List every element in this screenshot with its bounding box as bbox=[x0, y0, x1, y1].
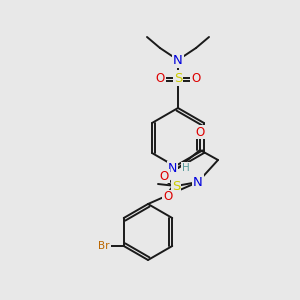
Text: N: N bbox=[193, 176, 203, 188]
Text: O: O bbox=[155, 71, 165, 85]
Text: O: O bbox=[191, 71, 201, 85]
Text: H: H bbox=[182, 163, 190, 173]
Text: Br: Br bbox=[98, 241, 110, 251]
Text: O: O bbox=[159, 169, 169, 182]
Text: N: N bbox=[168, 161, 177, 175]
Text: O: O bbox=[195, 125, 205, 139]
Text: O: O bbox=[164, 190, 172, 203]
Text: S: S bbox=[174, 71, 182, 85]
Text: S: S bbox=[172, 179, 180, 193]
Text: N: N bbox=[173, 53, 183, 67]
